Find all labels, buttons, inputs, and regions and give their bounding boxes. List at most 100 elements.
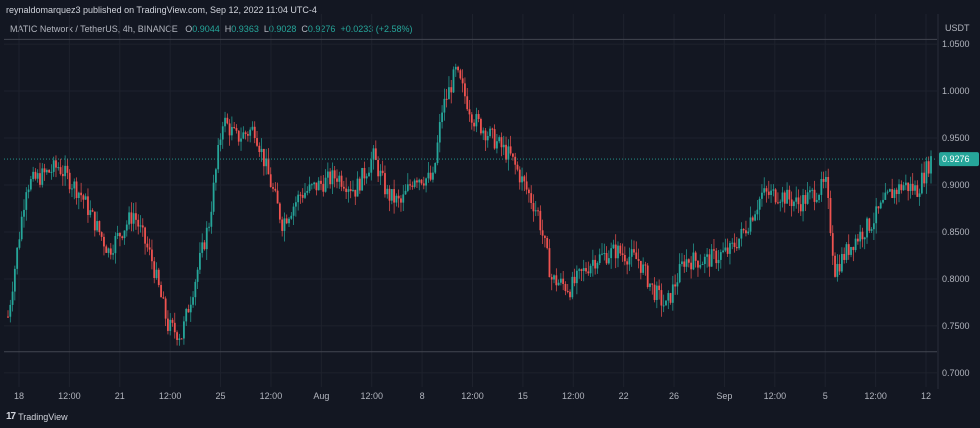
y-tick-label: 0.7000 [942,368,970,378]
x-tick-label: 22 [619,391,629,401]
candle-body [742,228,745,231]
candle-body [345,188,348,192]
tradingview-logo-icon: 17 [6,411,16,422]
candle-body [735,247,738,249]
candle-body [432,172,434,180]
y-tick-label: 1.0500 [942,39,970,49]
x-tick-label: 25 [216,391,226,401]
candle-body [626,261,629,265]
candle-body [93,211,96,231]
candle-body [756,209,759,215]
change-value: +0.0233 (+2.58%) [340,24,413,34]
candle-body [649,283,651,288]
candle-body [52,160,55,172]
candle-body [402,194,405,203]
candle-body [306,190,309,193]
candle-body [555,275,558,286]
candle-body [623,254,626,262]
candle-body [219,139,222,146]
candle-body [363,167,366,179]
candle-body [422,183,425,186]
candle-body [434,163,437,173]
candle-body [708,254,711,267]
candle-body [338,175,341,182]
candle-body [559,278,562,283]
candle-body [507,146,510,160]
candle-body [132,213,135,224]
candle-body [59,167,62,174]
candle-body [470,114,473,123]
candle-body [233,126,236,129]
candle-body [749,217,752,232]
candle-body [578,269,581,271]
candle-body [594,259,597,269]
candle-body [452,69,455,93]
low-value: 0.9028 [268,24,297,34]
candle-body [831,233,834,256]
candle-body [9,304,12,317]
candle-body [18,239,21,248]
candle-body [125,224,128,231]
candle-body [285,218,288,224]
candle-body [795,197,798,202]
x-tick-label: Sep [716,391,732,401]
x-tick-label: 26 [669,391,679,401]
candle-body [336,178,338,182]
candle-body [612,244,615,249]
candle-body [589,265,592,274]
candle-body [484,130,487,141]
symbol-name[interactable]: MATIC Network / TetherUS, 4h, BINANCE [10,24,178,34]
candle-body [420,179,423,184]
candle-body [329,171,332,185]
candle-body [777,202,779,204]
candle-body [372,148,375,160]
candle-body [480,118,482,134]
candle-body [546,237,549,249]
candle-body [160,285,162,298]
candle-body [164,298,167,319]
footer-brand[interactable]: 17 TradingView [6,411,68,422]
candle-body [425,178,427,186]
candle-body [123,230,126,239]
candle-body [747,231,750,234]
candle-body [299,194,302,196]
candle-body [226,117,229,124]
candle-body [891,189,894,199]
candle-body [203,242,206,250]
candle-body [406,184,409,191]
candle-body [671,284,674,303]
open-label: O [185,24,193,34]
candle-body [681,261,683,265]
candle-body [32,171,35,180]
candle-body [822,179,825,182]
currency-label: USDT [945,23,970,33]
candle-body [802,195,804,212]
candle-body [902,185,905,191]
candle-body [509,146,512,154]
x-tick-label: 18 [14,391,24,401]
candle-body [224,117,226,127]
candle-body [758,198,761,210]
candle-body [683,261,686,267]
candle-body [925,161,928,184]
candle-body [89,210,92,215]
candle-body [210,211,213,227]
candle-body [786,189,788,204]
candle-body [662,305,665,307]
candle-body [370,159,373,173]
candle-body [920,172,923,194]
candle-body [783,192,786,204]
candle-body [843,253,846,260]
candle-body [585,268,587,272]
candle-body [294,202,297,207]
candle-body [397,195,400,199]
candle-body [859,231,862,242]
candle-body [884,192,887,200]
x-tick-label: 12:00 [159,391,182,401]
y-tick-label: 1.0000 [942,86,970,96]
candle-body [719,252,722,260]
candle-body [514,156,517,165]
candle-body [779,201,782,203]
x-tick-label: 12:00 [461,391,484,401]
